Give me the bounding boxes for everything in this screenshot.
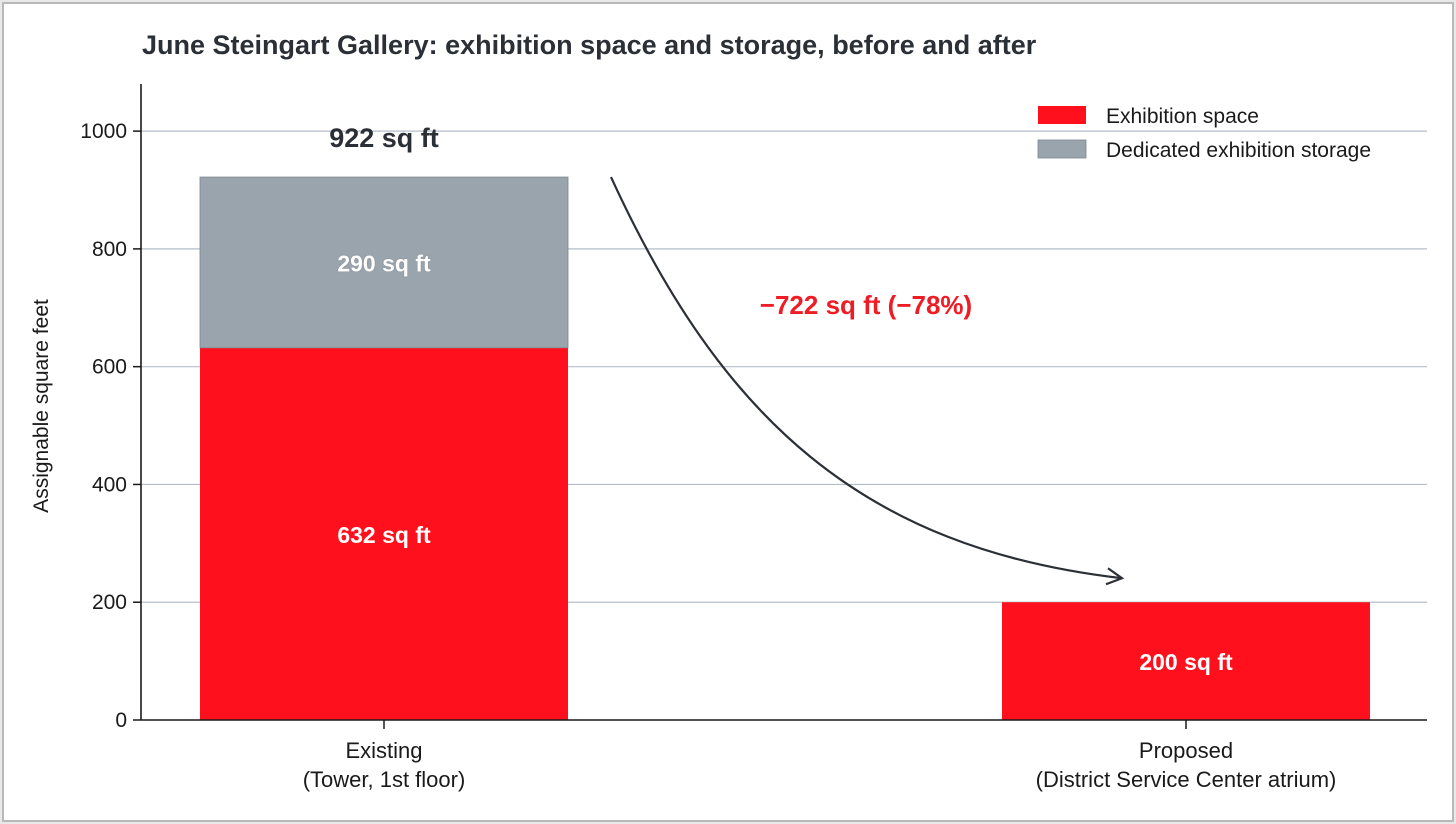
x-tick-label: (Tower, 1st floor)	[303, 767, 466, 792]
bar-value-label: 200 sq ft	[1139, 649, 1233, 675]
legend-label: Exhibition space	[1106, 105, 1259, 128]
arrowhead-icon	[1105, 567, 1125, 586]
x-tick-label: Proposed	[1139, 738, 1233, 763]
legend-label: Dedicated exhibition storage	[1106, 139, 1371, 162]
chart-canvas: June Steingart Gallery: exhibition space…	[30, 30, 1427, 792]
x-tick-label: (District Service Center atrium)	[1036, 767, 1337, 792]
legend: Exhibition space Dedicated exhibition sto…	[1037, 105, 1371, 162]
y-tick-label: 600	[92, 356, 127, 379]
y-tick-label: 800	[92, 238, 127, 261]
x-tick-label: Existing	[345, 738, 422, 763]
chart-title: June Steingart Gallery: exhibition space…	[142, 30, 1037, 60]
change-label: −722 sq ft (−78%)	[760, 290, 972, 320]
data-labels: 632 sq ft 290 sq ft 922 sq ft 200 sq ft	[329, 123, 1233, 675]
legend-swatch	[1037, 139, 1087, 159]
change-annotation: −722 sq ft (−78%)	[610, 176, 1125, 586]
axes: 0 200 400 600 800 1000 Existing (Tower, 1st flo…	[80, 84, 1427, 792]
bar-total-label: 922 sq ft	[329, 123, 439, 153]
bar-segment	[200, 347, 568, 720]
bar-segment	[199, 176, 569, 349]
y-axis-label: Assignable square feet	[30, 299, 53, 513]
y-tick-label: 1000	[80, 120, 127, 143]
bars	[199, 176, 1370, 720]
bar-value-label: 632 sq ft	[337, 522, 431, 548]
y-tick-label: 200	[92, 591, 127, 614]
y-tick-label: 0	[115, 709, 127, 732]
bar-segment	[1002, 602, 1370, 720]
legend-swatch	[1038, 106, 1086, 124]
bar-value-label: 290 sq ft	[337, 250, 431, 276]
y-tick-label: 400	[92, 473, 127, 496]
change-arrow	[610, 176, 1123, 580]
